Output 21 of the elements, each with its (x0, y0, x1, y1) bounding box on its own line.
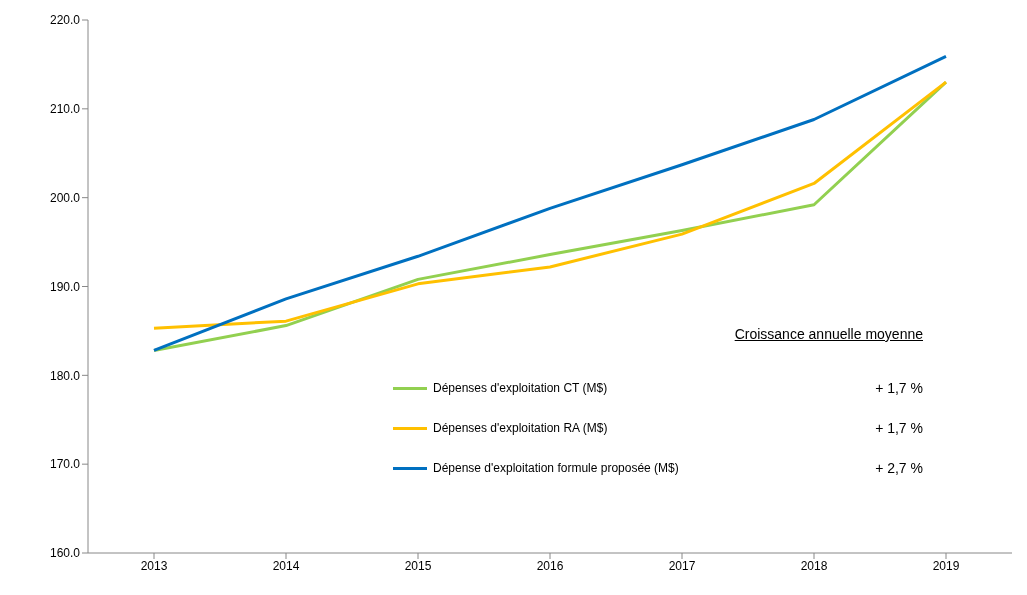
annotation: + 1,7 % (875, 420, 923, 436)
y-tick-label: 200.0 (49, 190, 81, 205)
y-tick-label: 220.0 (49, 13, 81, 28)
x-tick-label: 2019 (932, 558, 960, 573)
x-tick-label: 2016 (536, 558, 564, 573)
y-tick-label: 210.0 (49, 102, 81, 117)
legend-label: Dépenses d'exploitation RA (M$) (433, 421, 609, 435)
y-tick-label: 180.0 (49, 368, 81, 383)
y-tick-label: 170.0 (49, 457, 81, 472)
annotation: + 2,7 % (875, 460, 923, 476)
legend-label: Dépense d'exploitation formule proposée (M$) (433, 461, 680, 475)
legend-label: Dépenses d'exploitation CT (M$) (433, 381, 609, 395)
y-tick-label: 190.0 (49, 279, 81, 294)
x-tick-label: 2018 (800, 558, 828, 573)
annotation: + 1,7 % (875, 380, 923, 396)
x-tick-label: 2013 (140, 558, 168, 573)
x-tick-label: 2014 (272, 558, 300, 573)
y-tick-label: 160.0 (49, 546, 81, 561)
x-tick-label: 2015 (404, 558, 432, 573)
annotation: Croissance annuelle moyenne (734, 326, 923, 342)
x-tick-label: 2017 (668, 558, 696, 573)
